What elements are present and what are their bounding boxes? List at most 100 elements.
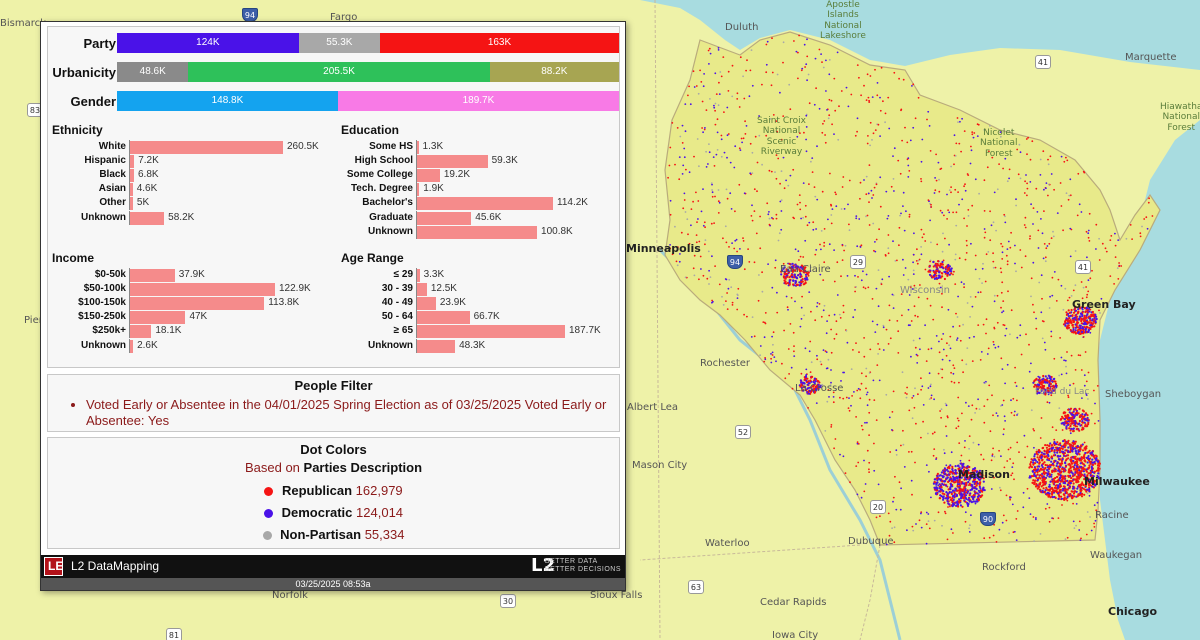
voter-dot (1004, 157, 1007, 160)
breakdown-bar[interactable] (130, 169, 134, 183)
breakdown-bar[interactable] (130, 211, 165, 225)
voter-dot (892, 307, 895, 309)
breakdown-bar[interactable] (130, 283, 275, 297)
voter-dot (847, 407, 850, 409)
breakdown-bar[interactable] (417, 311, 470, 325)
breakdown-bar[interactable] (417, 297, 436, 311)
voter-dot (1090, 466, 1094, 469)
voter-dot (879, 109, 882, 112)
voter-dot (1048, 380, 1051, 383)
voter-dot (970, 483, 973, 486)
voter-dot (935, 489, 938, 492)
voter-dot (1067, 475, 1070, 478)
dot-colors-title: Dot Colors (300, 442, 367, 457)
voter-dot (898, 481, 901, 484)
voter-dot (826, 109, 828, 111)
voter-dot (974, 178, 977, 181)
voter-dot (804, 215, 807, 218)
breakdown-bar[interactable] (130, 311, 186, 325)
voter-dot (1082, 170, 1085, 173)
summary-bar-segment[interactable]: 148.8K (117, 91, 338, 111)
breakdown-bar[interactable] (417, 155, 488, 169)
summary-bar-segment[interactable]: 163K (380, 33, 619, 53)
breakdown-bar[interactable] (417, 269, 420, 282)
voter-dot (799, 201, 801, 204)
voter-dot (977, 489, 981, 492)
voter-dot (809, 340, 812, 343)
voter-dot (1058, 482, 1061, 485)
voter-dot (974, 254, 977, 257)
breakdown-bar[interactable] (417, 197, 553, 211)
voter-dot (956, 117, 959, 119)
voter-dot (976, 482, 979, 485)
voter-dot (823, 245, 825, 247)
voter-dot (950, 191, 952, 194)
voter-dot (936, 472, 940, 475)
breakdown-bar[interactable] (130, 339, 134, 353)
breakdown-bar[interactable] (417, 225, 538, 239)
breakdown-bar[interactable] (417, 169, 440, 183)
voter-dot (823, 241, 826, 244)
voter-dot (1064, 440, 1067, 444)
voter-dot (770, 84, 773, 87)
voter-dot (708, 151, 711, 154)
summary-bar-segment[interactable]: 205.5K (188, 62, 490, 82)
voter-dot (955, 493, 959, 497)
voter-dot (945, 464, 948, 467)
voter-dot (880, 283, 883, 286)
breakdown-bar[interactable] (130, 269, 175, 282)
breakdown-bar[interactable] (417, 283, 427, 297)
voter-dot (1063, 423, 1066, 426)
breakdown-bar[interactable] (130, 141, 283, 154)
voter-dot (1068, 427, 1071, 430)
voter-dot (1046, 456, 1049, 459)
voter-dot (1071, 331, 1074, 334)
voter-dot (958, 481, 961, 484)
voter-dot (881, 278, 884, 281)
voter-dot (1051, 276, 1054, 279)
summary-bar-segment[interactable]: 55.3K (298, 33, 381, 53)
voter-dot (1076, 445, 1079, 448)
voter-dot (1051, 478, 1054, 481)
breakdown-row-label: Some College (346, 169, 413, 181)
voter-dot (1027, 136, 1029, 139)
voter-dot (971, 204, 974, 207)
voter-dot (938, 490, 941, 493)
voter-dot (872, 222, 875, 225)
breakdown-bar[interactable] (130, 183, 133, 197)
voter-dot (807, 407, 809, 409)
voter-dot (1075, 490, 1078, 493)
summary-bar-segment[interactable]: 189.7K (337, 91, 619, 111)
breakdown-bar[interactable] (130, 155, 135, 169)
breakdown-bar[interactable] (130, 197, 133, 211)
voter-dot (1047, 470, 1050, 473)
voter-dot (796, 274, 800, 277)
voter-dot (1008, 532, 1010, 535)
voter-dot (1032, 261, 1035, 264)
voter-dot (865, 175, 868, 178)
voter-dot (802, 283, 805, 286)
voter-dot (889, 520, 892, 523)
voter-dot (1074, 471, 1077, 474)
voter-dot (1085, 394, 1088, 396)
breakdown-bar[interactable] (417, 211, 472, 225)
voter-dot (941, 358, 944, 361)
voter-dot (711, 195, 714, 198)
voter-dot (1085, 286, 1087, 288)
voter-dot (1045, 455, 1048, 458)
breakdown-bar[interactable] (130, 297, 265, 311)
breakdown-bar[interactable] (130, 325, 152, 339)
summary-bar-segment[interactable]: 88.2K (489, 62, 619, 82)
summary-bar-segment[interactable]: 48.6K (117, 62, 189, 82)
breakdown-bar[interactable] (417, 141, 419, 154)
voter-dot (916, 248, 918, 251)
voter-dot (875, 238, 878, 241)
map-label-fond-du-lac: Fond du Lac (1035, 387, 1090, 397)
breakdown-bar[interactable] (417, 339, 456, 353)
voter-dot (780, 170, 783, 173)
voter-dot (1029, 181, 1032, 183)
summary-bar-segment[interactable]: 124K (117, 33, 299, 53)
voter-dot (885, 190, 888, 193)
breakdown-bar[interactable] (417, 183, 420, 197)
breakdown-bar[interactable] (417, 325, 565, 339)
